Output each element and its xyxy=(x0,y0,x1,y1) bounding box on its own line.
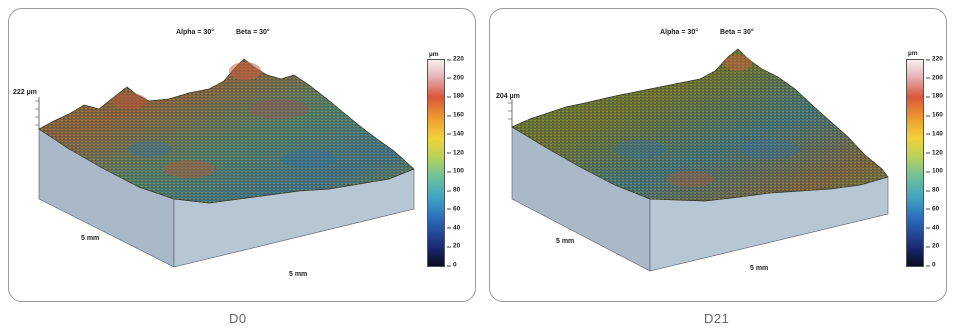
z-max-label: 204 µm xyxy=(496,93,520,100)
alpha-angle: Alpha = 30° xyxy=(176,29,215,36)
colorbar-tick: 180 xyxy=(447,92,464,100)
colorbar-tick: 40 xyxy=(446,224,461,232)
caption-d0: D0 xyxy=(229,311,247,326)
x-axis-label: 5 mm xyxy=(289,271,308,278)
colorbar-tick: 140 xyxy=(926,130,943,138)
surface-3d-plot xyxy=(35,58,415,268)
caption-d21: D21 xyxy=(704,311,730,326)
beta-angle: Beta = 30° xyxy=(719,29,754,36)
colorbar-tick: 220 xyxy=(926,55,943,63)
colorbar-tick: 20 xyxy=(925,242,940,250)
y-axis-label: 5 mm xyxy=(556,238,575,245)
surface-panel-d0: Alpha = 30° Beta = 30° 222 µm 5 mm 5 mm … xyxy=(8,8,476,302)
colorbar-tick: 160 xyxy=(926,111,943,119)
colorbar-tick: 120 xyxy=(447,149,464,157)
colorbar-tick: 0 xyxy=(926,261,936,269)
colorbar-tick: 140 xyxy=(447,130,464,138)
z-max-label: 222 µm xyxy=(13,89,37,96)
colorbar xyxy=(427,59,445,267)
surface-panel-d21: Alpha = 30° Beta = 30° 204 µm 5 mm 5 mm … xyxy=(489,8,947,302)
colorbar-tick: 200 xyxy=(926,74,943,82)
colorbar-tick: 180 xyxy=(926,92,943,100)
x-axis-label: 5 mm xyxy=(750,265,769,272)
colorbar-tick: 80 xyxy=(925,186,940,194)
beta-angle: Beta = 30° xyxy=(235,29,270,36)
view-angles: Alpha = 30° Beta = 30° xyxy=(176,29,290,36)
colorbar-tick: 220 xyxy=(447,55,464,63)
view-angles: Alpha = 30° Beta = 30° xyxy=(660,29,774,36)
colorbar-tick: 60 xyxy=(446,205,461,213)
colorbar-tick: 80 xyxy=(446,186,461,194)
colorbar-tick: 200 xyxy=(447,74,464,82)
colorbar-tick: 0 xyxy=(447,261,457,269)
colorbar-tick: 100 xyxy=(447,167,464,175)
y-axis-label: 5 mm xyxy=(81,235,100,242)
colorbar-tick: 160 xyxy=(447,111,464,119)
colorbar-tick: 100 xyxy=(926,167,943,175)
colorbar-tick: 60 xyxy=(925,205,940,213)
surface-3d-plot xyxy=(508,48,889,272)
colorbar-tick: 20 xyxy=(446,242,461,250)
colorbar xyxy=(906,59,924,267)
colorbar-unit: µm xyxy=(908,50,918,57)
colorbar-tick: 40 xyxy=(925,224,940,232)
colorbar-unit: µm xyxy=(429,51,439,58)
colorbar-tick: 120 xyxy=(926,149,943,157)
alpha-angle: Alpha = 30° xyxy=(660,29,699,36)
